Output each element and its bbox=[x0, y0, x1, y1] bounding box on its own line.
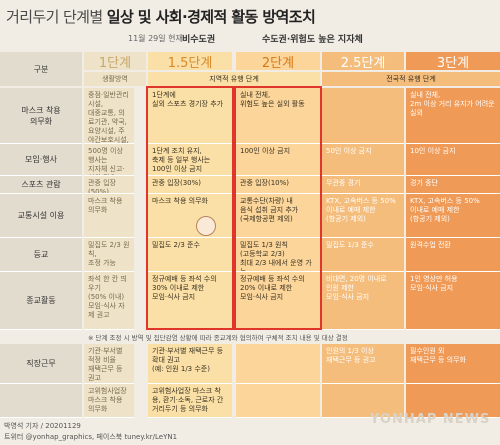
cell-c1: 마스크 착용 의무화 bbox=[84, 194, 134, 238]
cell-c3: KTX, 고속버스 등 50% 이내로 예매 제한 (항공기 제외) bbox=[406, 194, 500, 238]
cell-c1: 관중 입장(50%) bbox=[84, 176, 134, 194]
stage-3: 3단계 bbox=[406, 52, 500, 71]
cell-c2 bbox=[236, 344, 320, 384]
row-label: 마스크 착용 의무화 bbox=[0, 88, 82, 144]
cell-c2: 실내 전체, 위험도 높은 실외 활동 bbox=[236, 88, 320, 144]
cell-c2: 관중 입장(10%) bbox=[236, 176, 320, 194]
highlight-stage-1-5 bbox=[146, 86, 234, 330]
cell-c1: 500명 이상 행사는 지자체 신고·협의 필요, 방역수칙 의무화 bbox=[84, 144, 134, 176]
date-label: 11월 29일 현재 bbox=[128, 34, 183, 43]
cell-c3: 실내 전체, 2m 이상 거리 유지가 어려운 실외 bbox=[406, 88, 500, 144]
cell-c25 bbox=[322, 384, 404, 418]
row-label: 종교활동 bbox=[0, 272, 82, 330]
row-label bbox=[0, 384, 82, 418]
stage-2-5: 2.5단계 bbox=[322, 52, 404, 71]
cell-c15: 마스크 착용 의무화 bbox=[148, 194, 232, 238]
stage-1: 1단계 bbox=[84, 52, 146, 71]
cell-c15: 1단계 조치 유지, 축제 등 일부 행사는 100인 이상 금지 bbox=[148, 144, 232, 176]
cell-c3: 경기 중단 bbox=[406, 176, 500, 194]
page-title: 거리두기 단계별 일상 및 사회·경제적 활동 방역조치 bbox=[6, 8, 316, 26]
cell-c15: 밀집도 2/3 준수 bbox=[148, 238, 232, 272]
cell-c3: 원격수업 전환 bbox=[406, 238, 500, 272]
highlight-stage-2 bbox=[234, 86, 322, 330]
cell-c2: 밀집도 1/3 원칙 (고등학교 2/3) 최대 2/3 내에서 운영 가능 bbox=[236, 238, 320, 272]
cell-c25: 비대면, 20명 이내로 인원 제한 모임·식사 금지 bbox=[322, 272, 404, 330]
cell-c2: 정규예배 등 좌석 수의 20% 이내로 제한 모임·식사 금지 bbox=[236, 272, 320, 330]
person-illustration bbox=[196, 216, 216, 236]
cell-c3 bbox=[406, 384, 500, 418]
cell-c25: KTX, 고속버스 등 50% 이내로 예매 제한 (항공기 제외) bbox=[322, 194, 404, 238]
cell-c25: 무관중 경기 bbox=[322, 176, 404, 194]
row-label: 직장근무 bbox=[0, 344, 82, 384]
cell-c3: 10인 이상 금지 bbox=[406, 144, 500, 176]
cell-c1: 기관·부서별 적정 비율 재택근무 등 권고 (예: 인원 1/5 수준) bbox=[84, 344, 134, 384]
region-non-capital: 비수도권 bbox=[182, 35, 216, 45]
row-label: 등교 bbox=[0, 238, 82, 272]
region-capital: 수도권·위험도 높은 지자체 bbox=[262, 35, 363, 45]
footnote: ※ 단계 조정 시 방역 및 집단감염 상황에 따라 종교계와 협의하여 구체적… bbox=[84, 330, 500, 344]
cell-c25: 밀집도 1/3 준수 bbox=[322, 238, 404, 272]
yonhap-logo: YONHAP NEWS bbox=[370, 412, 491, 427]
cell-c25 bbox=[322, 88, 404, 144]
author-credit: 박영석 기자 / 20201129 bbox=[4, 422, 81, 430]
cell-c15: 기관·부서별 재택근무 등 확대 권고 (예: 인원 1/3 수준) bbox=[148, 344, 232, 384]
stage-1-5: 1.5단계 bbox=[148, 52, 232, 71]
row-label: 교통시설 이용 bbox=[0, 194, 82, 238]
stage-2: 2단계 bbox=[236, 52, 320, 71]
row-label: 스포츠 관람 bbox=[0, 176, 82, 194]
cell-c2 bbox=[236, 384, 320, 418]
social-credit: 트위터 @yonhap_graphics, 페이스북 tuney.kr/LeYN… bbox=[4, 433, 178, 441]
cell-c1: 밀집도 2/3 원칙, 조정 가능 bbox=[84, 238, 134, 272]
cell-c3: 필수인원 외 재택근무 등 의무화 bbox=[406, 344, 500, 384]
cell-c15: 고위험사업장 마스크 착용, 환기·소독, 근로자 간 거리두기 등 의무화 bbox=[148, 384, 232, 418]
cell-c25: 50인 이상 금지 bbox=[322, 144, 404, 176]
cell-c1: 중점·일반관리시설, 대중교통, 의료기관, 약국, 요양시설, 주야간보호시설… bbox=[84, 88, 134, 144]
cell-c1: 좌석 한 칸 띄우기 (50% 이내) 모임·식사 자제 권고 bbox=[84, 272, 134, 330]
cell-c2: 교통수단(차량) 내 음식 섭취 금지 추가 (국제항공편 제외) bbox=[236, 194, 320, 238]
band-national: 전국적 유행 단계 bbox=[322, 72, 500, 86]
cell-c15: 관중 입장(30%) bbox=[148, 176, 232, 194]
cell-c1: 고위험사업장 마스크 착용 의무화 bbox=[84, 384, 134, 418]
cell-c2: 100인 이상 금지 bbox=[236, 144, 320, 176]
cell-c3: 1인 영상만 허용 모임·식사 금지 bbox=[406, 272, 500, 330]
row-label: 모임·행사 bbox=[0, 144, 82, 176]
cell-c15: 1단계에 실외 스포츠 경기장 추가 bbox=[148, 88, 232, 144]
cell-c25: 인원의 1/3 이상 재택근무 등 권고 bbox=[322, 344, 404, 384]
header-gubun: 구분 bbox=[0, 52, 82, 86]
band-life: 생활방역 bbox=[84, 72, 146, 86]
band-regional: 지역적 유행 단계 bbox=[148, 72, 320, 86]
